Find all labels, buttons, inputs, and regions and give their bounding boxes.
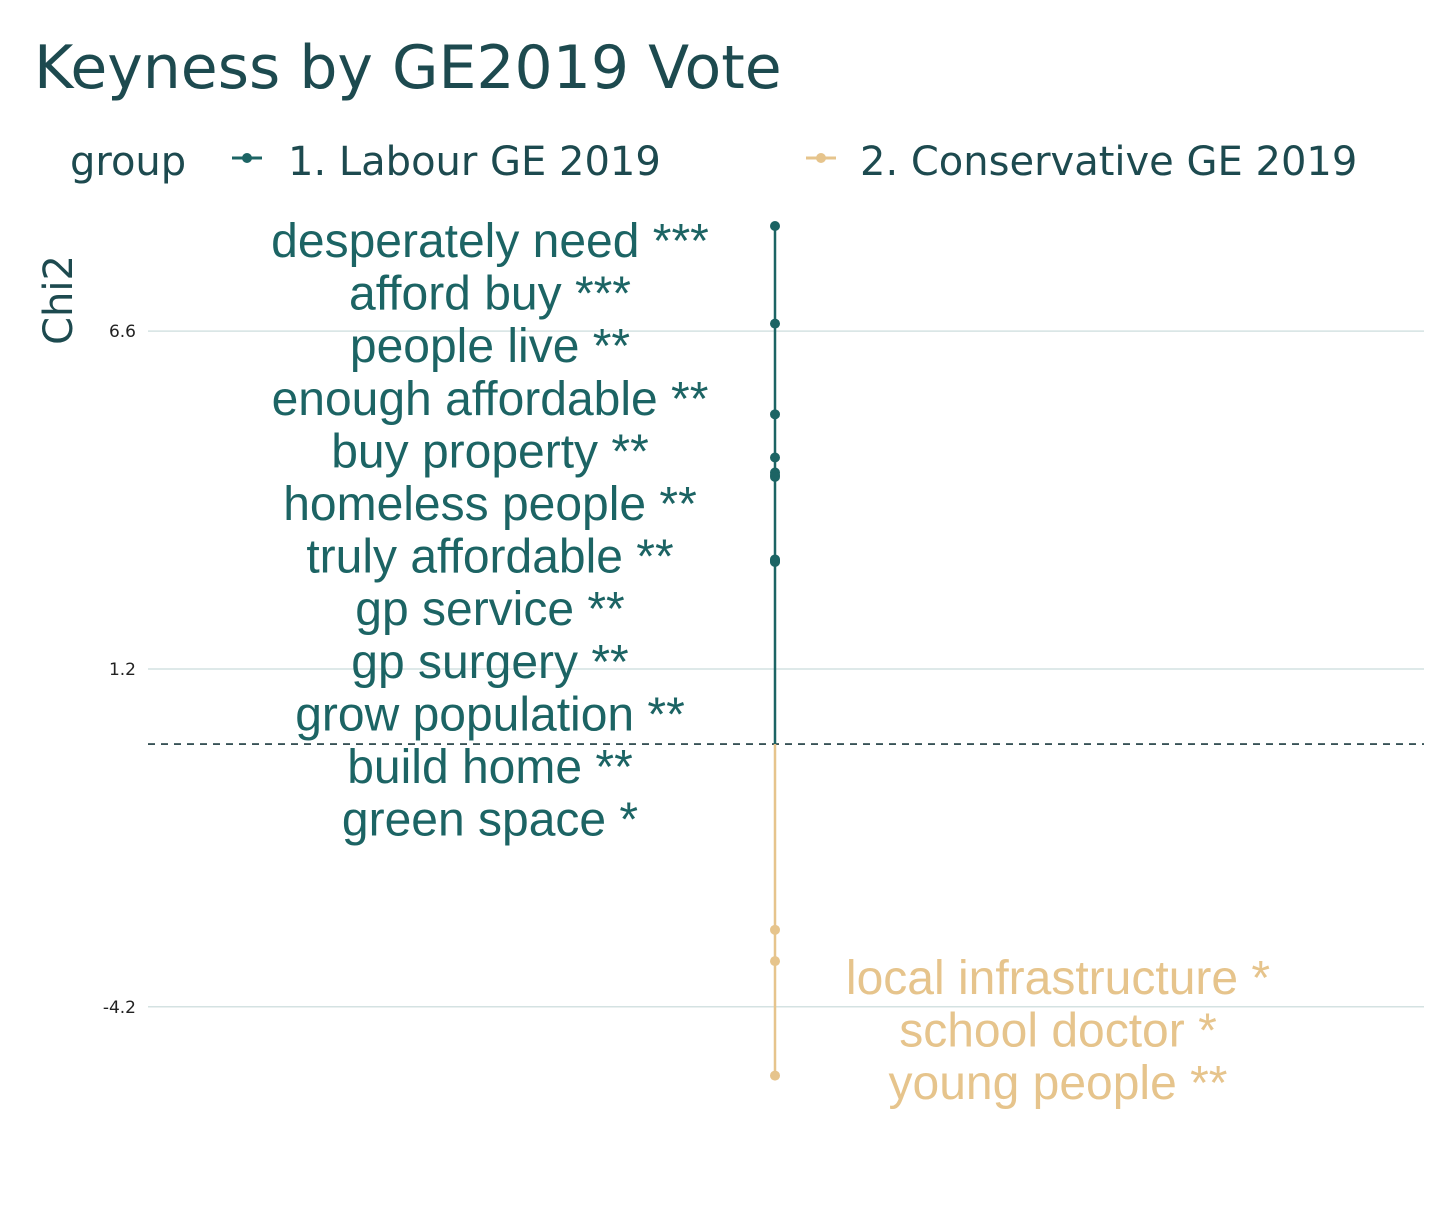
legend-label-conservative: 2. Conservative GE 2019 <box>860 139 1357 185</box>
data-point <box>770 318 780 329</box>
legend-key-dot <box>816 153 826 163</box>
word-labels: desperately need ***afford buy ***people… <box>271 215 1270 1110</box>
word-label: gp service ** <box>355 583 624 636</box>
word-label: people live ** <box>350 320 630 373</box>
data-point <box>770 471 780 482</box>
data-point <box>770 924 780 935</box>
word-label: gp surgery ** <box>351 636 628 689</box>
data-point <box>770 409 780 420</box>
data-point <box>770 221 780 232</box>
word-label: local infrastructure * <box>846 952 1270 1005</box>
chart-title: Keyness by GE2019 Vote <box>34 33 782 103</box>
word-label: afford buy *** <box>349 268 631 321</box>
y-tick-label: -4.2 <box>103 998 136 1018</box>
word-label: homeless people ** <box>283 478 697 531</box>
y-axis-title: Chi2 <box>36 255 82 345</box>
word-label: buy property ** <box>331 425 649 478</box>
data-point <box>770 452 780 463</box>
word-label: truly affordable ** <box>306 531 673 584</box>
y-tick-label: 6.6 <box>109 322 136 342</box>
legend-label-labour: 1. Labour GE 2019 <box>288 139 661 185</box>
word-label: school doctor * <box>899 1005 1217 1058</box>
word-label: green space * <box>342 794 638 847</box>
data-points <box>770 221 780 1081</box>
word-label: enough affordable ** <box>272 373 709 426</box>
legend-entry-labour: 1. Labour GE 2019 <box>232 139 661 185</box>
legend-key-dot <box>242 153 252 163</box>
legend-entry-conservative: 2. Conservative GE 2019 <box>806 139 1357 185</box>
word-label: young people ** <box>889 1057 1228 1110</box>
data-point <box>770 956 780 967</box>
word-label: build home ** <box>347 741 633 794</box>
y-axis-ticks: 6.6 1.2 -4.2 <box>103 322 136 1018</box>
data-point <box>770 1070 780 1081</box>
legend-title: group <box>70 139 186 185</box>
word-label: desperately need *** <box>271 215 709 268</box>
word-label: grow population ** <box>295 688 685 741</box>
y-tick-label: 1.2 <box>109 660 136 680</box>
gridlines <box>148 330 1424 1008</box>
data-point <box>770 556 780 567</box>
